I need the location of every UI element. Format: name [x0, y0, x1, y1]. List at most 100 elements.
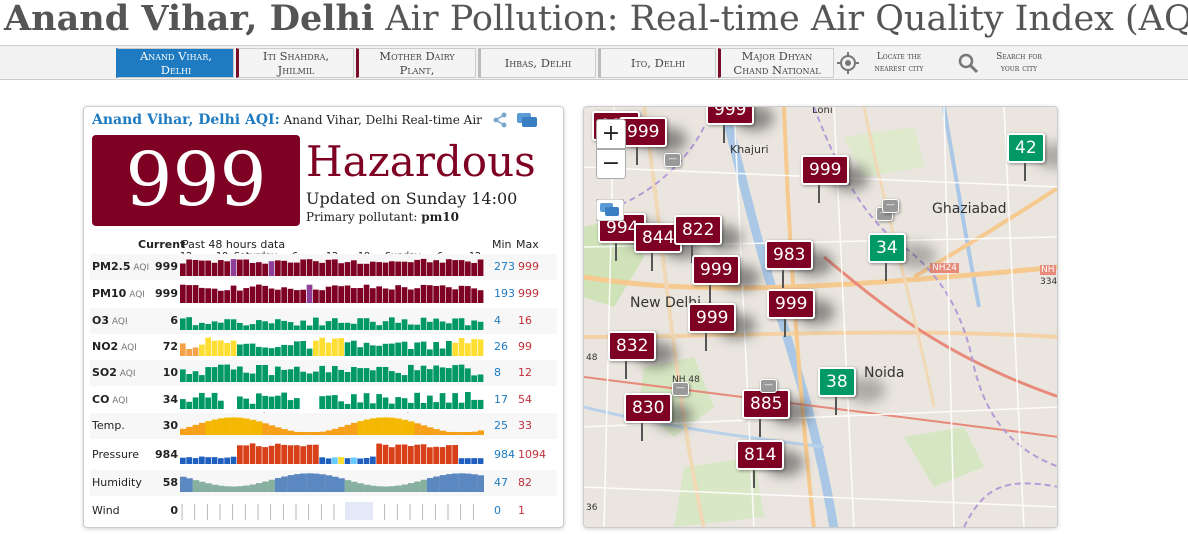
comments-icon[interactable] — [516, 112, 538, 128]
row-max-value: 16 — [518, 314, 532, 327]
primary-pollutant: Primary pollutant: pm10 — [306, 210, 460, 224]
map-label-36: 36 — [586, 503, 598, 513]
row-label-pm10[interactable]: PM10 AQI — [92, 287, 145, 300]
station-marker[interactable]: — — [664, 153, 681, 167]
row-sparkline[interactable] — [180, 498, 484, 520]
search-city-button[interactable]: Search for your city — [956, 48, 1058, 78]
row-min-value: 8 — [494, 366, 501, 379]
share-icon[interactable] — [492, 112, 508, 128]
aqi-level: Hazardous — [306, 137, 536, 186]
station-marker[interactable]: 885 — [742, 389, 791, 419]
station-marker[interactable]: 999 — [767, 289, 816, 319]
tab-major-dhyan[interactable]: Major Dhyan Chand National — [718, 48, 834, 78]
row-sparkline[interactable] — [180, 387, 484, 409]
map-label-ghaziabad: Ghaziabad — [932, 201, 1007, 217]
row-label-co[interactable]: CO AQI — [92, 393, 129, 406]
zoom-in-button[interactable]: + — [596, 119, 626, 149]
row-min-value: 193 — [494, 287, 515, 300]
aqi-card: Anand Vihar, Delhi AQI: Anand Vihar, Del… — [83, 106, 564, 528]
row-label-wind[interactable]: Wind — [92, 504, 120, 517]
row-max-value: 99 — [518, 340, 532, 353]
tab-ito[interactable]: Ito, Delhi — [598, 48, 716, 78]
row-min-value: 0 — [494, 504, 501, 517]
row-label-o3[interactable]: O3 AQI — [92, 314, 128, 327]
map-label-khajuri: Khajuri — [730, 143, 769, 156]
row-current-value: 72 — [162, 340, 178, 353]
station-marker[interactable]: 999 — [801, 155, 850, 185]
row-min-value: 984 — [494, 448, 515, 461]
station-marker[interactable]: 830 — [624, 393, 673, 423]
col-min-header: Min — [492, 238, 512, 251]
marker-pin — [818, 185, 820, 203]
map-label-nh-right: NH — [1040, 265, 1056, 275]
row-sparkline[interactable] — [180, 308, 484, 330]
tab-mother-dairy[interactable]: Mother Dairy Plant, — [356, 48, 476, 78]
station-marker[interactable]: 983 — [765, 240, 814, 270]
row-label-no2[interactable]: NO2 AQI — [92, 340, 137, 353]
station-marker[interactable]: 822 — [674, 215, 723, 245]
row-sparkline[interactable] — [180, 334, 484, 356]
row-current-value: 30 — [162, 419, 178, 432]
map-label-noida: Noida — [864, 365, 905, 381]
row-max-value: 1 — [518, 504, 525, 517]
tab-anand-vihar[interactable]: Anand Vihar, Delhi — [116, 48, 234, 78]
marker-pin — [641, 423, 643, 441]
row-min-value: 47 — [494, 476, 508, 489]
tab-ihbas[interactable]: Ihbas, Delhi — [478, 48, 596, 78]
row-sparkline[interactable] — [180, 470, 484, 492]
station-navbar: Anand Vihar, Delhi Iti Shahdra, Jhilmil Mo… — [0, 45, 1188, 80]
station-marker[interactable]: 34 — [868, 233, 906, 263]
map-comments-icon[interactable] — [596, 199, 624, 221]
station-marker[interactable]: — — [882, 199, 899, 213]
row-sparkline[interactable] — [180, 281, 484, 303]
marker-pin — [625, 361, 627, 379]
station-marker[interactable]: 832 — [608, 331, 657, 361]
aqi-value-box: 999 — [92, 135, 300, 226]
row-current-value: 10 — [162, 366, 178, 379]
row-min-value: 273 — [494, 260, 515, 273]
marker-pin — [784, 319, 786, 337]
station-marker[interactable]: — — [760, 379, 777, 393]
map-label-334: 334 — [1040, 277, 1058, 287]
row-current-value: 999 — [155, 287, 178, 300]
search-icon — [958, 53, 979, 74]
row-current-value: 34 — [162, 393, 178, 406]
row-label-temp[interactable]: Temp. — [92, 419, 125, 432]
row-current-value: 999 — [155, 260, 178, 273]
station-marker[interactable]: — — [672, 382, 689, 396]
station-marker[interactable]: 38 — [818, 367, 856, 397]
station-marker[interactable]: 999 — [692, 255, 741, 285]
row-label-pressure[interactable]: Pressure — [92, 448, 139, 461]
row-max-value: 999 — [518, 260, 539, 273]
station-marker[interactable]: 999 — [688, 303, 737, 333]
row-label-so2[interactable]: SO2 AQI — [92, 366, 136, 379]
row-min-value: 17 — [494, 393, 508, 406]
map-label-new-delhi: New Delhi — [630, 295, 702, 311]
station-marker[interactable]: 814 — [736, 440, 785, 470]
tab-iti-shahdra[interactable]: Iti Shahdra, Jhilmil — [236, 48, 354, 78]
zoom-out-button[interactable]: − — [596, 149, 626, 179]
station-marker[interactable]: 999 — [619, 117, 668, 147]
marker-pin — [782, 270, 784, 288]
page-title-location: Anand Vihar, Delhi — [4, 0, 375, 39]
locate-nearest-city-button[interactable]: Locate the nearest city — [836, 48, 938, 78]
row-sparkline[interactable] — [180, 360, 484, 382]
aqi-map[interactable]: Khajuri Ghaziabad New Delhi Noida NH24 N… — [583, 106, 1058, 528]
row-current-value: 58 — [162, 476, 178, 489]
station-marker[interactable]: 999 — [706, 107, 755, 125]
row-sparkline[interactable] — [180, 442, 484, 464]
row-sparkline[interactable] — [180, 413, 484, 435]
row-label-pm25[interactable]: PM2.5 AQI — [92, 260, 150, 273]
row-current-value: 6 — [170, 314, 178, 327]
row-label-humidity[interactable]: Humidity — [92, 476, 142, 489]
station-marker[interactable]: 42 — [1007, 133, 1045, 163]
marker-pin — [651, 253, 653, 271]
col-past-header: Past 48 hours data — [182, 238, 286, 251]
row-sparkline[interactable] — [180, 254, 484, 276]
row-max-value: 54 — [518, 393, 532, 406]
card-city[interactable]: Anand Vihar, Delhi AQI — [92, 112, 275, 128]
row-min-value: 25 — [494, 419, 508, 432]
row-max-value: 1094 — [518, 448, 546, 461]
marker-pin — [1024, 163, 1026, 181]
map-label-nh24: NH24 — [930, 263, 959, 273]
